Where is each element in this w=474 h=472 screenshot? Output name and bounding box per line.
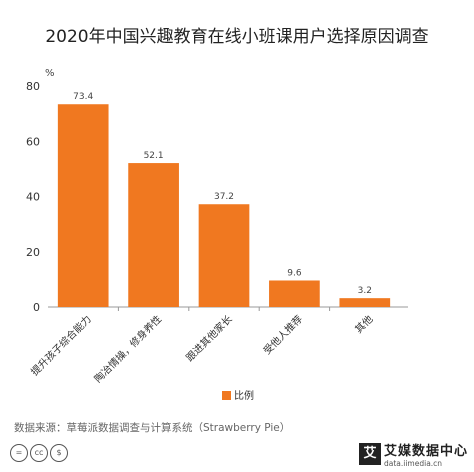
x-tick-label: 其他 (352, 312, 375, 335)
nc-icon: $ (50, 444, 68, 462)
data-label: 9.6 (287, 268, 302, 278)
y-tick-label: 40 (26, 191, 40, 204)
brand-url: data.iimedia.cn (383, 459, 443, 468)
y-axis-unit: % (45, 68, 55, 79)
y-tick-label: 20 (26, 246, 40, 259)
cc-icon: cc (30, 444, 48, 462)
x-tick-label: 陶冶情操，修身养性 (91, 312, 164, 385)
y-tick-label: 0 (33, 301, 40, 314)
bar (198, 204, 250, 307)
data-label: 52.1 (144, 151, 164, 161)
data-label: 73.4 (73, 92, 93, 102)
legend: 比例 (222, 389, 254, 402)
bar (128, 163, 179, 307)
bar (57, 104, 109, 307)
license-icons: = cc $ (10, 444, 68, 462)
brand-name: 艾媒数据中心 (383, 444, 468, 459)
data-label: 3.2 (358, 286, 372, 296)
nd-icon: = (10, 444, 28, 462)
legend-swatch (222, 391, 231, 400)
x-tick-label: 提升孩子综合能力 (28, 312, 94, 378)
source-note: 数据来源：草莓派数据调查与计算系统（Strawberry Pie） (14, 422, 291, 434)
data-labels: 73.4 52.1 37.2 9.6 3.2 (73, 92, 372, 296)
brand-logo-icon: 艾 (358, 443, 381, 465)
bars (57, 104, 391, 307)
x-tick-label: 受他人推荐 (261, 312, 306, 357)
y-tick-label: 80 (26, 80, 40, 93)
chart-title: 2020年中国兴趣教育在线小班课用户选择原因调查 (45, 27, 429, 47)
bar (339, 298, 391, 307)
x-tick-label: 跟进其他家长 (183, 312, 235, 364)
data-label: 37.2 (214, 192, 234, 202)
bar (269, 280, 320, 307)
y-tick-label: 60 (26, 135, 40, 148)
brand: 艾 艾媒数据中心 data.iimedia.cn (358, 440, 468, 468)
legend-label: 比例 (234, 389, 254, 402)
